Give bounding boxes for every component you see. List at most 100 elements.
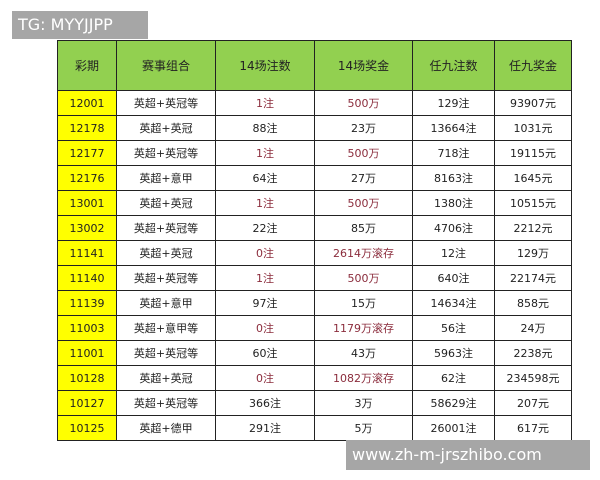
header-14-count: 14场注数 xyxy=(215,40,315,91)
r9-prize-cell: 2212元 xyxy=(494,215,572,241)
table-row: 12178 英超+英冠 88注 23万 13664注 1031元 xyxy=(57,115,572,141)
period-cell: 11141 xyxy=(57,240,117,266)
period-cell: 11003 xyxy=(57,315,117,341)
r9-count-cell: 14634注 xyxy=(412,290,495,316)
table-row: 11001 英超+英冠等 60注 43万 5963注 2238元 xyxy=(57,340,572,366)
period-cell: 12177 xyxy=(57,140,117,166)
period-cell: 10125 xyxy=(57,415,117,441)
table-row: 10128 英超+英冠 0注 1082万滚存 62注 234598元 xyxy=(57,365,572,391)
table-row: 13002 英超+英冠等 22注 85万 4706注 2212元 xyxy=(57,215,572,241)
combo-cell: 英超+英冠 xyxy=(116,240,216,266)
r9-count-cell: 13664注 xyxy=(412,115,495,141)
r9-count-cell: 718注 xyxy=(412,140,495,166)
r9-prize-cell: 207元 xyxy=(494,390,572,416)
prize14-cell: 500万 xyxy=(314,190,413,216)
r9-prize-cell: 10515元 xyxy=(494,190,572,216)
combo-cell: 英超+英冠 xyxy=(116,365,216,391)
r9-prize-cell: 24万 xyxy=(494,315,572,341)
r9-count-cell: 26001注 xyxy=(412,415,495,441)
table-header-row: 彩期 赛事组合 14场注数 14场奖金 任九注数 任九奖金 xyxy=(57,40,572,91)
period-cell: 10128 xyxy=(57,365,117,391)
count14-cell: 22注 xyxy=(215,215,315,241)
count14-cell: 1注 xyxy=(215,140,315,166)
table-row: 13001 英超+英冠 1注 500万 1380注 10515元 xyxy=(57,190,572,216)
combo-cell: 英超+英冠等 xyxy=(116,90,216,116)
r9-prize-cell: 22174元 xyxy=(494,265,572,291)
combo-cell: 英超+英冠 xyxy=(116,190,216,216)
r9-count-cell: 640注 xyxy=(412,265,495,291)
prize14-cell: 15万 xyxy=(314,290,413,316)
r9-prize-cell: 19115元 xyxy=(494,140,572,166)
r9-count-cell: 12注 xyxy=(412,240,495,266)
combo-cell: 英超+英冠等 xyxy=(116,215,216,241)
count14-cell: 366注 xyxy=(215,390,315,416)
prize14-cell: 500万 xyxy=(314,265,413,291)
watermark-bottom-right: www.zh-m-jrszhibo.com xyxy=(346,440,590,470)
period-cell: 11001 xyxy=(57,340,117,366)
header-r9-count: 任九注数 xyxy=(412,40,495,91)
table-row: 10127 英超+英冠等 366注 3万 58629注 207元 xyxy=(57,390,572,416)
period-cell: 11140 xyxy=(57,265,117,291)
table-row: 10125 英超+德甲 291注 5万 26001注 617元 xyxy=(57,415,572,441)
r9-prize-cell: 617元 xyxy=(494,415,572,441)
r9-count-cell: 62注 xyxy=(412,365,495,391)
r9-count-cell: 129注 xyxy=(412,90,495,116)
combo-cell: 英超+德甲 xyxy=(116,415,216,441)
prize14-cell: 5万 xyxy=(314,415,413,441)
count14-cell: 1注 xyxy=(215,90,315,116)
period-cell: 12178 xyxy=(57,115,117,141)
r9-count-cell: 1380注 xyxy=(412,190,495,216)
header-14-prize: 14场奖金 xyxy=(314,40,413,91)
count14-cell: 64注 xyxy=(215,165,315,191)
combo-cell: 英超+英冠等 xyxy=(116,140,216,166)
period-cell: 12001 xyxy=(57,90,117,116)
r9-prize-cell: 1031元 xyxy=(494,115,572,141)
table-row: 11003 英超+意甲等 0注 1179万滚存 56注 24万 xyxy=(57,315,572,341)
table-row: 12001 英超+英冠等 1注 500万 129注 93907元 xyxy=(57,90,572,116)
count14-cell: 88注 xyxy=(215,115,315,141)
r9-count-cell: 58629注 xyxy=(412,390,495,416)
period-cell: 13002 xyxy=(57,215,117,241)
combo-cell: 英超+意甲 xyxy=(116,290,216,316)
table-row: 11139 英超+意甲 97注 15万 14634注 858元 xyxy=(57,290,572,316)
header-r9-prize: 任九奖金 xyxy=(494,40,572,91)
prize14-cell: 2614万滚存 xyxy=(314,240,413,266)
combo-cell: 英超+意甲 xyxy=(116,165,216,191)
count14-cell: 60注 xyxy=(215,340,315,366)
count14-cell: 1注 xyxy=(215,265,315,291)
table-row: 11141 英超+英冠 0注 2614万滚存 12注 129万 xyxy=(57,240,572,266)
table-row: 12177 英超+英冠等 1注 500万 718注 19115元 xyxy=(57,140,572,166)
r9-count-cell: 4706注 xyxy=(412,215,495,241)
r9-prize-cell: 234598元 xyxy=(494,365,572,391)
count14-cell: 0注 xyxy=(215,315,315,341)
r9-count-cell: 56注 xyxy=(412,315,495,341)
count14-cell: 0注 xyxy=(215,240,315,266)
count14-cell: 291注 xyxy=(215,415,315,441)
r9-prize-cell: 93907元 xyxy=(494,90,572,116)
prize14-cell: 43万 xyxy=(314,340,413,366)
period-cell: 10127 xyxy=(57,390,117,416)
r9-count-cell: 5963注 xyxy=(412,340,495,366)
period-cell: 13001 xyxy=(57,190,117,216)
combo-cell: 英超+意甲等 xyxy=(116,315,216,341)
r9-count-cell: 8163注 xyxy=(412,165,495,191)
r9-prize-cell: 2238元 xyxy=(494,340,572,366)
count14-cell: 0注 xyxy=(215,365,315,391)
prize14-cell: 1082万滚存 xyxy=(314,365,413,391)
table-row: 12176 英超+意甲 64注 27万 8163注 1645元 xyxy=(57,165,572,191)
prize14-cell: 1179万滚存 xyxy=(314,315,413,341)
prize14-cell: 500万 xyxy=(314,90,413,116)
prize14-cell: 27万 xyxy=(314,165,413,191)
period-cell: 12176 xyxy=(57,165,117,191)
r9-prize-cell: 1645元 xyxy=(494,165,572,191)
r9-prize-cell: 129万 xyxy=(494,240,572,266)
r9-prize-cell: 858元 xyxy=(494,290,572,316)
lottery-results-table: 彩期 赛事组合 14场注数 14场奖金 任九注数 任九奖金 12001 英超+英冠… xyxy=(57,40,572,441)
combo-cell: 英超+英冠等 xyxy=(116,265,216,291)
count14-cell: 97注 xyxy=(215,290,315,316)
count14-cell: 1注 xyxy=(215,190,315,216)
prize14-cell: 85万 xyxy=(314,215,413,241)
combo-cell: 英超+英冠等 xyxy=(116,390,216,416)
combo-cell: 英超+英冠等 xyxy=(116,340,216,366)
combo-cell: 英超+英冠 xyxy=(116,115,216,141)
